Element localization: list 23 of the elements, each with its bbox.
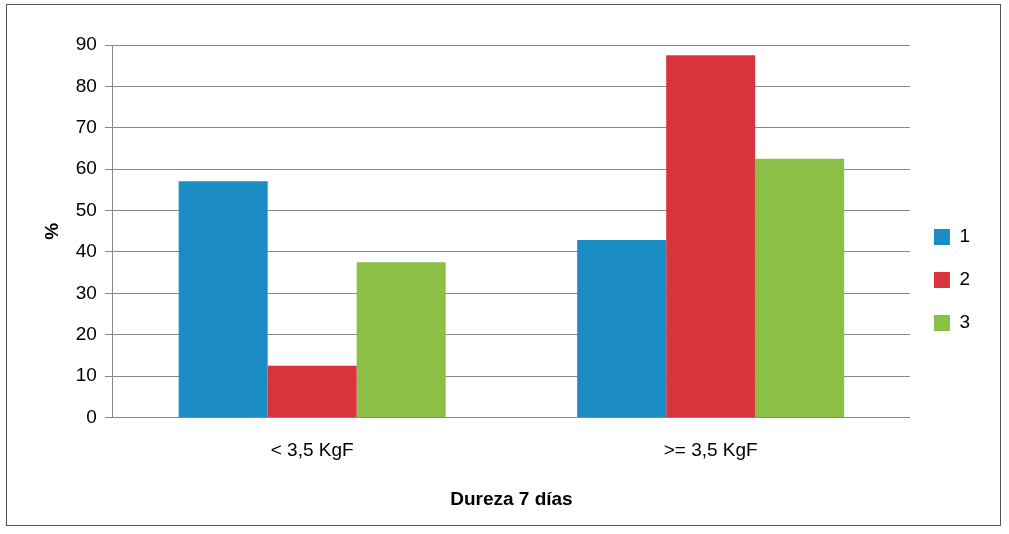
y-tick-label: 40 <box>75 240 97 262</box>
x-axis-title: Dureza 7 días <box>450 487 573 509</box>
y-tick-label: 80 <box>75 74 97 96</box>
legend-label: 3 <box>959 311 971 333</box>
bar <box>267 365 357 417</box>
bar <box>666 55 756 417</box>
bar <box>577 239 667 417</box>
legend-label: 1 <box>959 225 971 247</box>
legend-label: 2 <box>959 268 971 290</box>
y-axis-title: % <box>40 222 62 240</box>
y-tick-label: 50 <box>75 198 97 220</box>
y-tick-label: 60 <box>75 157 97 179</box>
y-tick-label: 70 <box>75 115 97 137</box>
bar <box>178 181 268 417</box>
x-tick-label: < 3,5 KgF <box>270 439 354 461</box>
y-tick-label: 20 <box>75 322 97 344</box>
x-tick-label: >= 3,5 KgF <box>663 439 758 461</box>
y-tick-label: 10 <box>75 364 97 386</box>
y-tick-label: 90 <box>75 33 97 55</box>
bar <box>356 262 446 417</box>
bar <box>755 158 845 417</box>
y-tick-label: 30 <box>75 281 97 303</box>
y-tick-label: 0 <box>86 405 97 427</box>
